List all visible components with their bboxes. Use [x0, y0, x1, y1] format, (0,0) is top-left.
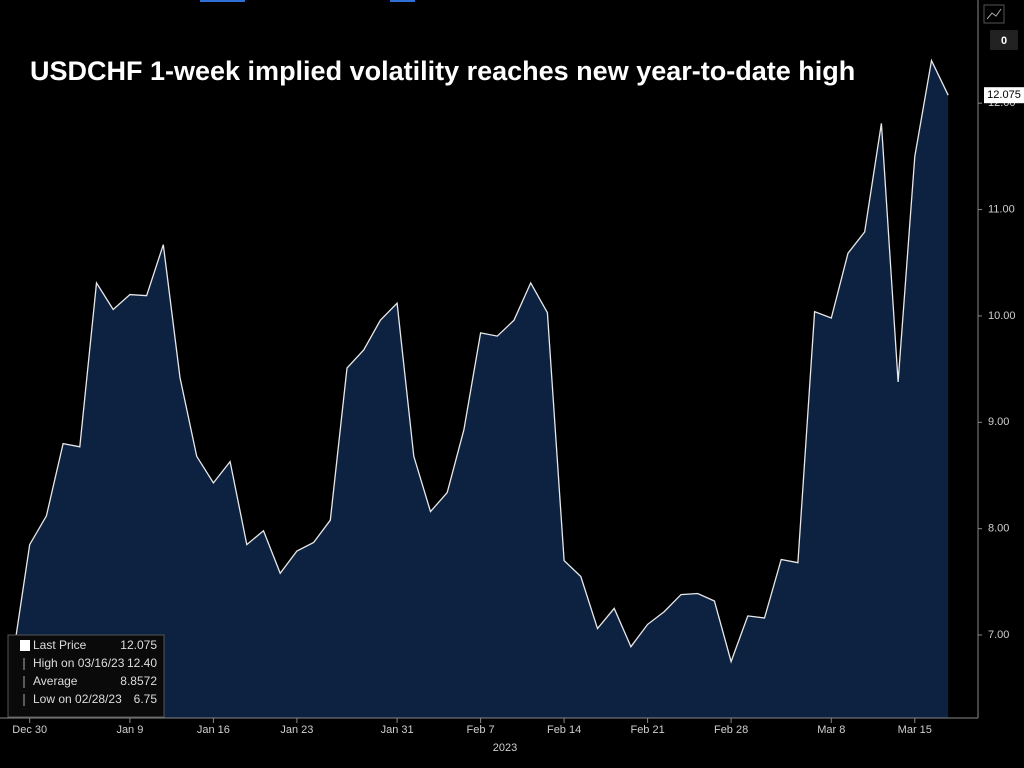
legend-value: 8.8572 — [120, 674, 157, 688]
legend-swatch — [20, 640, 30, 651]
x-tick-label: Feb 21 — [630, 724, 664, 736]
last-price-tag — [984, 87, 1024, 104]
y-tick-label: 7.00 — [988, 629, 1009, 641]
tool-icon-glyph — [986, 8, 1002, 20]
x-tick-label: Feb 28 — [714, 724, 748, 736]
x-tick-label: Dec 30 — [12, 724, 47, 736]
x-tick-label: Jan 9 — [116, 724, 143, 736]
legend-box — [7, 634, 165, 718]
legend: Last Price 12.075 High on 03/16/23 12.40 Ave… — [7, 634, 165, 718]
x-tick-label: Jan 23 — [280, 724, 313, 736]
legend-label: Low on 02/28/23 — [33, 692, 122, 706]
x-tick-label: Mar 8 — [817, 724, 845, 736]
button[interactable] — [990, 30, 1018, 50]
chart-tools: 0 — [983, 4, 1018, 50]
button-label: 0 — [1001, 35, 1007, 47]
legend-label: Average — [33, 674, 78, 688]
year-label: 2023 — [493, 742, 517, 754]
y-tick-label: 8.00 — [988, 523, 1009, 535]
y-tick-label: 10.00 — [988, 310, 1016, 322]
legend-label: Last Price — [33, 638, 87, 652]
legend-value: 6.75 — [134, 692, 158, 706]
x-tick-label: Mar 15 — [898, 724, 932, 736]
legend-label: High on 03/16/23 — [33, 656, 125, 670]
x-tick-label: Feb 14 — [547, 724, 581, 736]
x-tick-label: Jan 31 — [381, 724, 414, 736]
chart-title: USDCHF 1-week implied volatility reaches… — [30, 56, 855, 86]
area — [13, 60, 949, 719]
legend-value: 12.075 — [120, 638, 157, 652]
x-tick-label: Feb 7 — [467, 724, 495, 736]
last-price-tag-label: 12.075 — [987, 89, 1021, 101]
y-tick-label: 9.00 — [988, 416, 1009, 428]
line — [12, 58, 949, 664]
top-marker — [200, 0, 245, 2]
legend-value: 12.40 — [127, 656, 157, 670]
y-tick-label: 11.00 — [988, 203, 1015, 215]
tool-icon[interactable] — [983, 4, 1005, 24]
x-tick-label: Jan 16 — [197, 724, 230, 736]
top-marker — [390, 0, 415, 2]
